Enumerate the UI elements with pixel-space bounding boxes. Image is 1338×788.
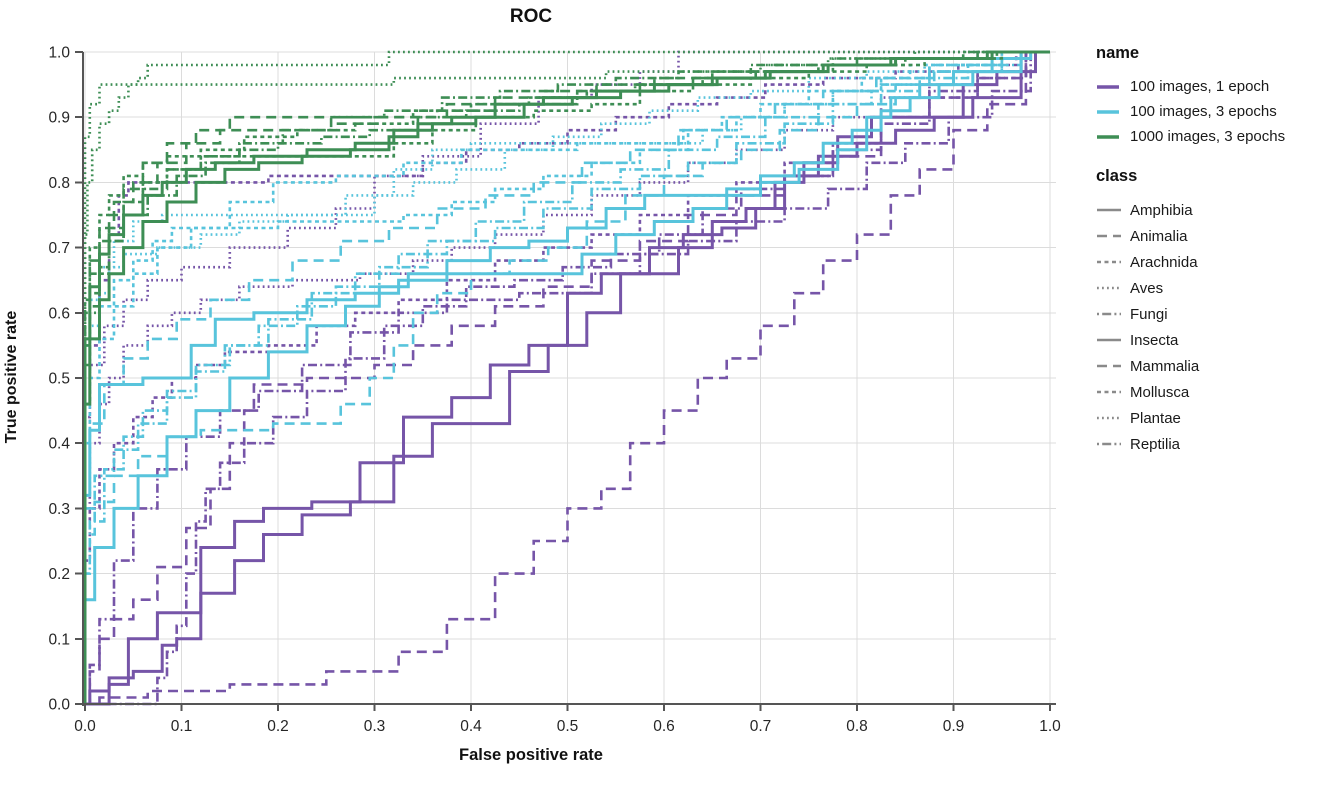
legend-item-insecta-label: Insecta <box>1130 331 1179 349</box>
legend-item-insecta: Insecta <box>1096 327 1336 353</box>
x-tick-label: 0.3 <box>364 718 386 735</box>
y-tick-label: 0.2 <box>48 566 70 583</box>
legend-swatch-line-icon <box>1097 134 1119 139</box>
roc-curve-100-images-1-epoch-fungi <box>85 50 1050 706</box>
legend-item-animalia-label: Animalia <box>1130 227 1188 245</box>
x-tick-label: 0.7 <box>750 718 772 735</box>
roc-curve-100-images-3-epochs-reptilia <box>83 50 1050 704</box>
chart-title: ROC <box>509 6 553 27</box>
roc-curve-1000-images-3-epochs-arachnida <box>83 50 1050 704</box>
legend-swatch-line-icon <box>1097 234 1121 238</box>
y-tick-label: 0.1 <box>48 631 70 648</box>
legend-item-100-images-1-epoch: 100 images, 1 epoch <box>1096 74 1336 99</box>
x-tick-label: 0.4 <box>460 718 482 735</box>
legend-item-mollusca: Mollusca <box>1096 379 1336 405</box>
x-tick-label: 0.0 <box>74 718 96 735</box>
roc-curve-100-images-1-epoch-mollusca <box>83 50 1050 704</box>
legend-class-items: Amphibia Animalia Arachnida Aves Fungi Insect… <box>1096 197 1336 457</box>
x-tick-label: 0.1 <box>171 718 193 735</box>
legend-swatch-line-icon <box>1097 208 1121 212</box>
legend-item-amphibia: Amphibia <box>1096 197 1336 223</box>
roc-curve-100-images-1-epoch-insecta <box>85 50 1050 706</box>
legend-item-reptilia-label: Reptilia <box>1130 435 1181 453</box>
y-tick-label: 0.9 <box>48 110 70 127</box>
roc-curve-100-images-1-epoch-mammalia <box>85 50 1050 706</box>
legend-item-100-images-1-epoch-label: 100 images, 1 epoch <box>1130 78 1270 95</box>
legend-item-mammalia: Mammalia <box>1096 353 1336 379</box>
legend-item-100-images-3-epochs: 100 images, 3 epochs <box>1096 99 1336 124</box>
legend-swatch-line-icon <box>1097 286 1121 290</box>
legend-item-animalia: Animalia <box>1096 223 1336 249</box>
legend-item-aves: Aves <box>1096 275 1336 301</box>
legend: name 100 images, 1 epoch 100 images, 3 ep… <box>1096 44 1336 457</box>
roc-curve-1000-images-3-epochs-aves <box>83 50 1050 704</box>
y-tick-label: 0.0 <box>48 697 70 714</box>
legend-swatch-line-icon <box>1097 390 1121 394</box>
x-tick-label: 0.8 <box>846 718 868 735</box>
y-tick-label: 0.6 <box>48 305 70 322</box>
legend-swatch-line-icon <box>1097 109 1119 114</box>
roc-curve-100-images-1-epoch-animalia <box>85 50 1050 706</box>
legend-swatch-line-icon <box>1097 312 1121 316</box>
legend-item-plantae: Plantae <box>1096 405 1336 431</box>
legend-item-fungi-label: Fungi <box>1130 305 1168 323</box>
y-tick-label: 1.0 <box>48 45 70 62</box>
roc-curve-100-images-3-epochs-arachnida <box>83 50 1050 704</box>
legend-item-100-images-3-epochs-label: 100 images, 3 epochs <box>1130 103 1277 120</box>
roc-curve-100-images-1-epoch-reptilia <box>85 50 1050 706</box>
roc-curve-1000-images-3-epochs-fungi <box>83 50 1050 704</box>
x-tick-label: 1.0 <box>1039 718 1061 735</box>
legend-name-items: 100 images, 1 epoch 100 images, 3 epochs 1… <box>1096 74 1336 149</box>
x-tick-label: 0.5 <box>557 718 579 735</box>
legend-item-fungi: Fungi <box>1096 301 1336 327</box>
legend-item-arachnida-label: Arachnida <box>1130 253 1198 271</box>
legend-item-arachnida: Arachnida <box>1096 249 1336 275</box>
roc-curve-100-images-3-epochs-amphibia <box>83 50 1050 704</box>
legend-swatch-line-icon <box>1097 338 1121 342</box>
x-tick-label: 0.2 <box>267 718 289 735</box>
legend-item-1000-images-3-epochs-label: 1000 images, 3 epochs <box>1130 128 1286 145</box>
legend-swatch-line-icon <box>1097 84 1119 89</box>
legend-swatch-line-icon <box>1097 260 1121 264</box>
legend-item-plantae-label: Plantae <box>1130 409 1181 427</box>
y-tick-label: 0.4 <box>48 436 70 453</box>
legend-item-mollusca-label: Mollusca <box>1130 383 1190 401</box>
roc-plot-area: 0.0 0.1 0.2 0.3 0.4 0.5 0.6 0.7 0.8 0.9 1.0 0.0 0.1 0… <box>48 45 1061 736</box>
y-tick-label: 0.7 <box>48 240 70 257</box>
roc-curve-100-images-3-epochs-insecta <box>83 50 1050 704</box>
legend-item-amphibia-label: Amphibia <box>1130 201 1193 219</box>
roc-curve-1000-images-3-epochs-reptilia <box>83 50 1050 704</box>
legend-name-title: name <box>1096 44 1140 62</box>
roc-curve-100-images-3-epochs-fungi <box>83 50 1050 704</box>
legend-swatch-line-icon <box>1097 442 1121 446</box>
legend-swatch-line-icon <box>1097 364 1121 368</box>
roc-curve-100-images-3-epochs-mollusca <box>83 50 1050 704</box>
y-tick-label: 0.8 <box>48 175 70 192</box>
x-axis-title: False positive rate <box>459 746 603 764</box>
x-tick-label: 0.9 <box>943 718 965 735</box>
legend-item-mammalia-label: Mammalia <box>1130 357 1200 375</box>
y-tick-label: 0.5 <box>48 371 70 388</box>
legend-item-1000-images-3-epochs: 1000 images, 3 epochs <box>1096 124 1336 149</box>
legend-item-aves-label: Aves <box>1130 279 1164 297</box>
legend-class-title: class <box>1096 167 1138 185</box>
y-tick-label: 0.3 <box>48 501 70 518</box>
legend-swatch-line-icon <box>1097 416 1121 420</box>
legend-item-reptilia: Reptilia <box>1096 431 1336 457</box>
x-tick-label: 0.6 <box>653 718 675 735</box>
roc-curve-1000-images-3-epochs-plantae <box>83 50 1050 704</box>
roc-curve-1000-images-3-epochs-mammalia <box>83 50 1050 704</box>
